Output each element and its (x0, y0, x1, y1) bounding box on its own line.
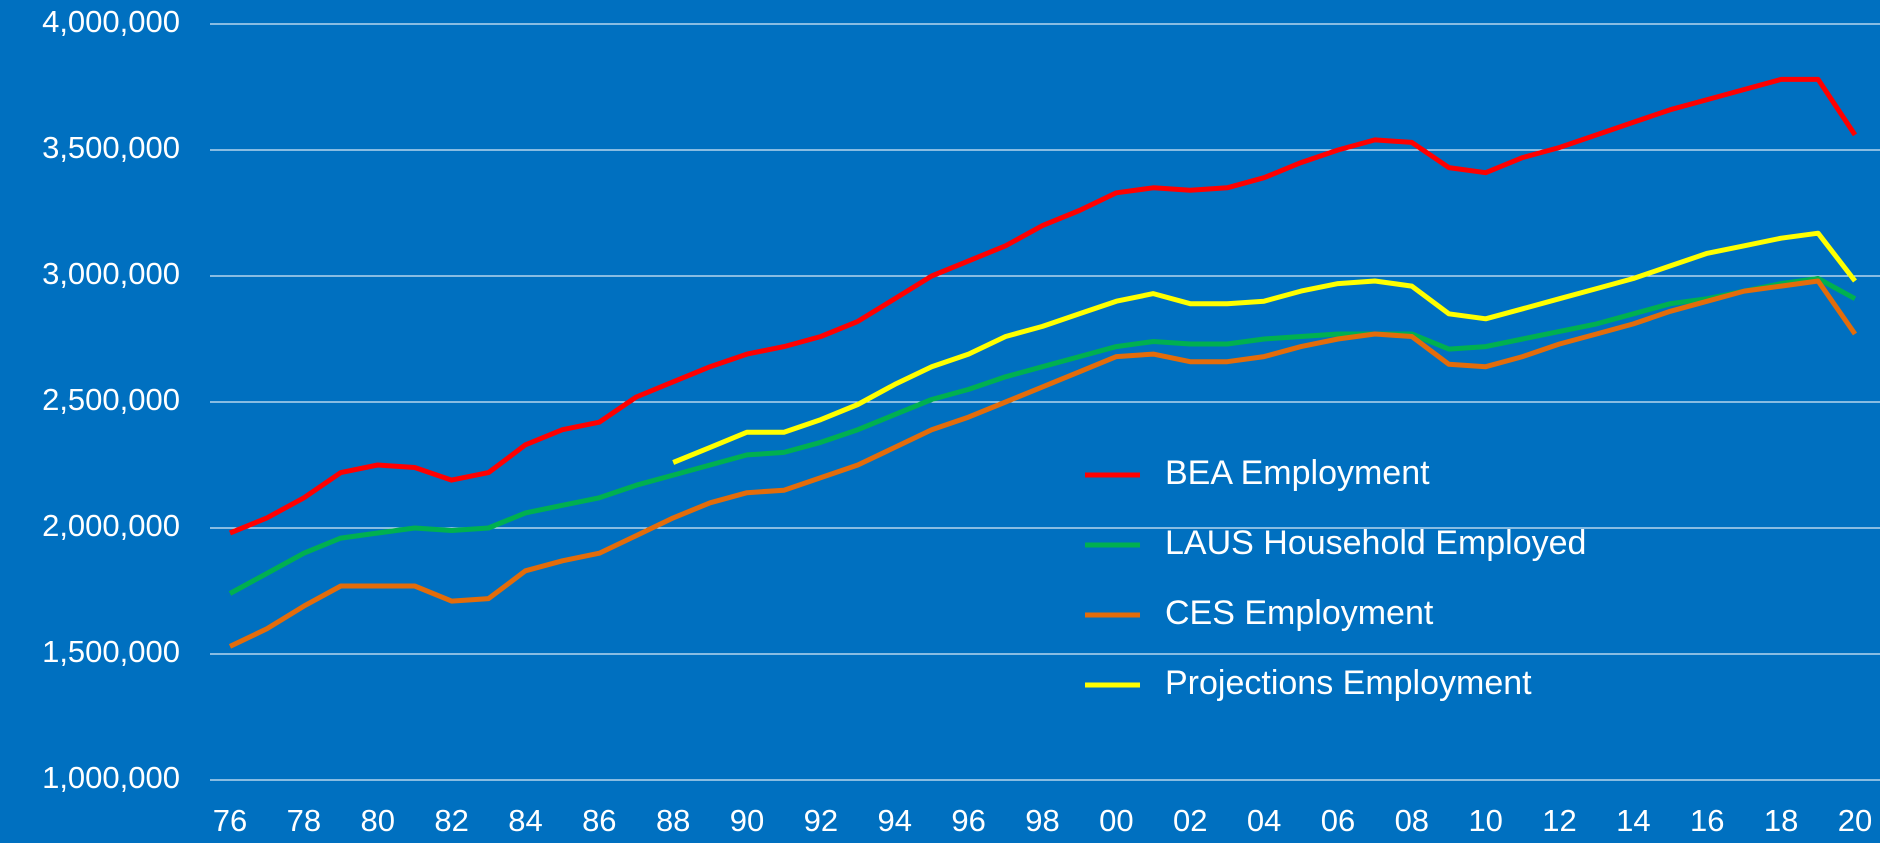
x-tick-label: 20 (1838, 803, 1872, 838)
y-tick-label: 1,500,000 (42, 634, 180, 669)
y-tick-label: 1,000,000 (42, 760, 180, 795)
x-tick-label: 12 (1542, 803, 1576, 838)
x-tick-label: 80 (360, 803, 394, 838)
x-tick-label: 08 (1395, 803, 1429, 838)
x-tick-label: 88 (656, 803, 690, 838)
series-line (228, 276, 1857, 596)
legend-label: LAUS Household Employed (1165, 524, 1586, 562)
x-tick-label: 98 (1025, 803, 1059, 838)
y-tick-label: 2,500,000 (42, 382, 180, 417)
x-tick-label: 16 (1690, 803, 1724, 838)
x-tick-label: 84 (508, 803, 542, 838)
x-tick-label: 18 (1764, 803, 1798, 838)
x-tick-label: 82 (434, 803, 468, 838)
series-line (672, 230, 1857, 465)
legend-label: Projections Employment (1165, 664, 1532, 702)
y-tick-label: 3,500,000 (42, 130, 180, 165)
series-line (229, 76, 1858, 536)
legend-label: BEA Employment (1165, 454, 1430, 492)
series-line (228, 278, 1858, 649)
legend-label: CES Employment (1165, 594, 1434, 632)
x-tick-label: 02 (1173, 803, 1207, 838)
y-tick-label: 4,000,000 (42, 4, 180, 39)
x-tick-label: 10 (1468, 803, 1502, 838)
y-tick-label: 2,000,000 (42, 508, 180, 543)
x-tick-label: 90 (730, 803, 764, 838)
x-tick-label: 06 (1321, 803, 1355, 838)
x-tick-label: 86 (582, 803, 616, 838)
x-tick-label: 94 (878, 803, 912, 838)
x-tick-label: 04 (1247, 803, 1281, 838)
x-tick-label: 76 (213, 803, 247, 838)
x-tick-label: 78 (287, 803, 321, 838)
x-tick-label: 00 (1099, 803, 1133, 838)
x-tick-label: 92 (804, 803, 838, 838)
y-tick-label: 3,000,000 (42, 256, 180, 291)
x-tick-label: 14 (1616, 803, 1650, 838)
x-tick-label: 96 (951, 803, 985, 838)
